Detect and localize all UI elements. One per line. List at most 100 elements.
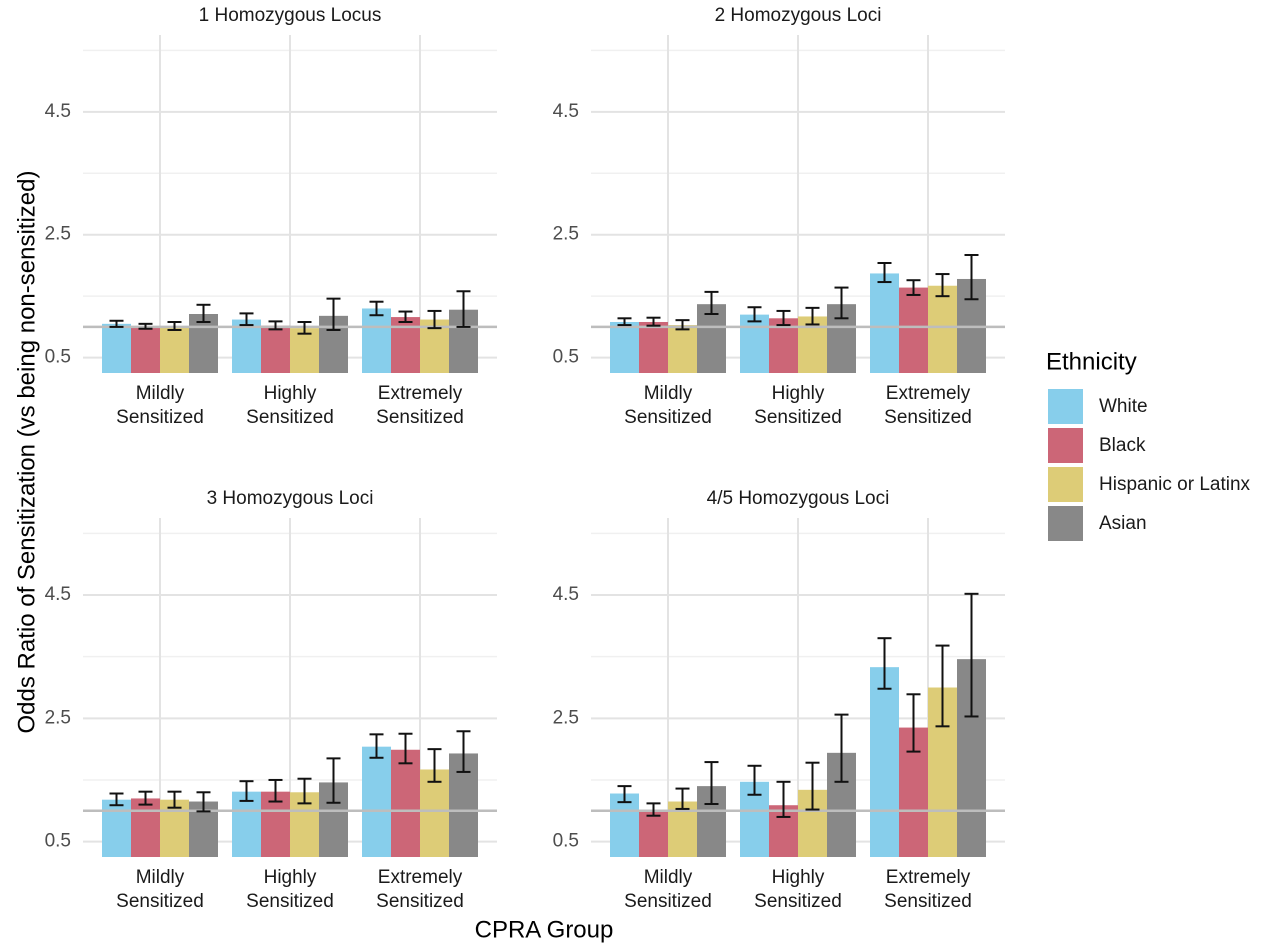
legend-label: Hispanic or Latinx — [1099, 474, 1251, 495]
x-tick-label-line: Sensitized — [754, 891, 842, 912]
x-axis-title: CPRA Group — [475, 916, 614, 943]
x-tick-label-line: Sensitized — [116, 891, 204, 912]
legend-swatch — [1048, 467, 1083, 502]
panel-3: 3 Homozygous Loci 0.5 2.5 4.5 Mildly Sensitiz… — [45, 488, 497, 912]
panel-1: 1 Homozygous Locus 0.5 2.5 4.5 Mildly Sensiti… — [45, 5, 497, 428]
x-tick-label: Mildly Sensitized — [116, 867, 204, 912]
bar — [102, 323, 131, 373]
x-tick-label: Highly Sensitized — [754, 867, 842, 912]
panel-2: 2 Homozygous Loci 0.5 2.5 4.5 Mildly Sensitiz… — [553, 5, 1005, 428]
legend-entries: White Black Hispanic or Latinx Asian — [1048, 389, 1251, 541]
x-tick-label-line: Mildly — [644, 383, 693, 404]
bars — [102, 308, 478, 373]
error-bar — [398, 732, 413, 765]
error-bar — [427, 309, 442, 330]
error-bar — [268, 320, 283, 331]
error-bar — [167, 790, 182, 809]
x-tick-label-line: Extremely — [886, 867, 971, 888]
error-bar — [239, 312, 254, 327]
x-tick-label-line: Highly — [772, 383, 825, 404]
x-tick-label-line: Sensitized — [624, 891, 712, 912]
bar — [232, 319, 261, 373]
error-bar — [326, 297, 341, 331]
error-bars — [617, 592, 979, 818]
legend-entry: White — [1048, 389, 1148, 424]
y-axis-title: Odds Ratio of Sensitization (vs being no… — [13, 171, 40, 734]
error-bar — [297, 320, 312, 335]
error-bar — [877, 637, 892, 690]
x-tick-label: Extremely Sensitized — [884, 867, 972, 912]
error-bar — [704, 761, 719, 805]
legend-swatch — [1048, 428, 1083, 463]
y-tick-label: 2.5 — [45, 707, 71, 728]
x-tick-label-line: Mildly — [136, 867, 185, 888]
error-bar — [906, 693, 921, 753]
bar — [639, 321, 668, 373]
bar — [261, 325, 290, 373]
bar — [668, 325, 697, 373]
bar — [870, 667, 899, 857]
legend-label: White — [1099, 396, 1148, 417]
x-tick-label: Highly Sensitized — [246, 867, 334, 912]
x-tick-label: Extremely Sensitized — [376, 383, 464, 428]
x-tick-label-line: Extremely — [886, 383, 971, 404]
bar — [362, 746, 391, 857]
error-bar — [268, 778, 283, 803]
bar — [899, 287, 928, 373]
error-bar — [834, 286, 849, 320]
bar — [420, 769, 449, 857]
panel-4: 4/5 Homozygous Loci 0.5 2.5 4.5 Mildly Sensit… — [553, 488, 1005, 912]
error-bar — [369, 733, 384, 759]
bar — [290, 328, 319, 373]
error-bar — [877, 261, 892, 284]
y-tick-label: 4.5 — [45, 584, 71, 605]
x-tick-label: Extremely Sensitized — [884, 383, 972, 428]
error-bar — [834, 713, 849, 783]
bar — [189, 314, 218, 373]
legend-swatch — [1048, 389, 1083, 424]
x-tick-label-line: Sensitized — [246, 407, 334, 428]
error-bar — [427, 748, 442, 783]
x-tick-label: Extremely Sensitized — [376, 867, 464, 912]
y-tick-label: 0.5 — [553, 831, 579, 852]
error-bar — [456, 290, 471, 328]
bar — [928, 285, 957, 373]
error-bar — [326, 757, 341, 804]
x-tick-label-line: Extremely — [378, 383, 463, 404]
error-bars — [109, 730, 471, 813]
bar — [261, 791, 290, 857]
y-tick-label: 2.5 — [45, 224, 71, 245]
y-tick-label: 4.5 — [45, 101, 71, 122]
error-bar — [167, 320, 182, 331]
error-bar — [805, 761, 820, 811]
legend-entry: Black — [1048, 428, 1146, 463]
legend-label: Black — [1099, 435, 1146, 456]
x-tick-label-line: Highly — [264, 383, 317, 404]
bar — [610, 793, 639, 857]
error-bar — [646, 316, 661, 327]
x-tick-label-line: Sensitized — [884, 891, 972, 912]
x-tick-label-line: Sensitized — [624, 407, 712, 428]
error-bar — [369, 300, 384, 317]
error-bar — [675, 787, 690, 810]
x-tick-label: Highly Sensitized — [246, 383, 334, 428]
bar — [391, 749, 420, 857]
error-bar — [805, 306, 820, 326]
bar — [391, 317, 420, 373]
y-tick-label: 4.5 — [553, 584, 579, 605]
error-bar — [138, 322, 153, 330]
x-tick-label: Mildly Sensitized — [624, 867, 712, 912]
error-bar — [196, 791, 211, 813]
panel-title: 1 Homozygous Locus — [199, 5, 382, 26]
y-tick-label: 2.5 — [553, 707, 579, 728]
x-tick-label-line: Mildly — [644, 867, 693, 888]
error-bar — [935, 273, 950, 298]
bar — [610, 321, 639, 373]
error-bar — [138, 790, 153, 806]
bars — [610, 659, 986, 857]
x-tick-label-line: Extremely — [378, 867, 463, 888]
error-bar — [675, 319, 690, 331]
error-bar — [964, 592, 979, 718]
y-tick-label: 4.5 — [553, 101, 579, 122]
